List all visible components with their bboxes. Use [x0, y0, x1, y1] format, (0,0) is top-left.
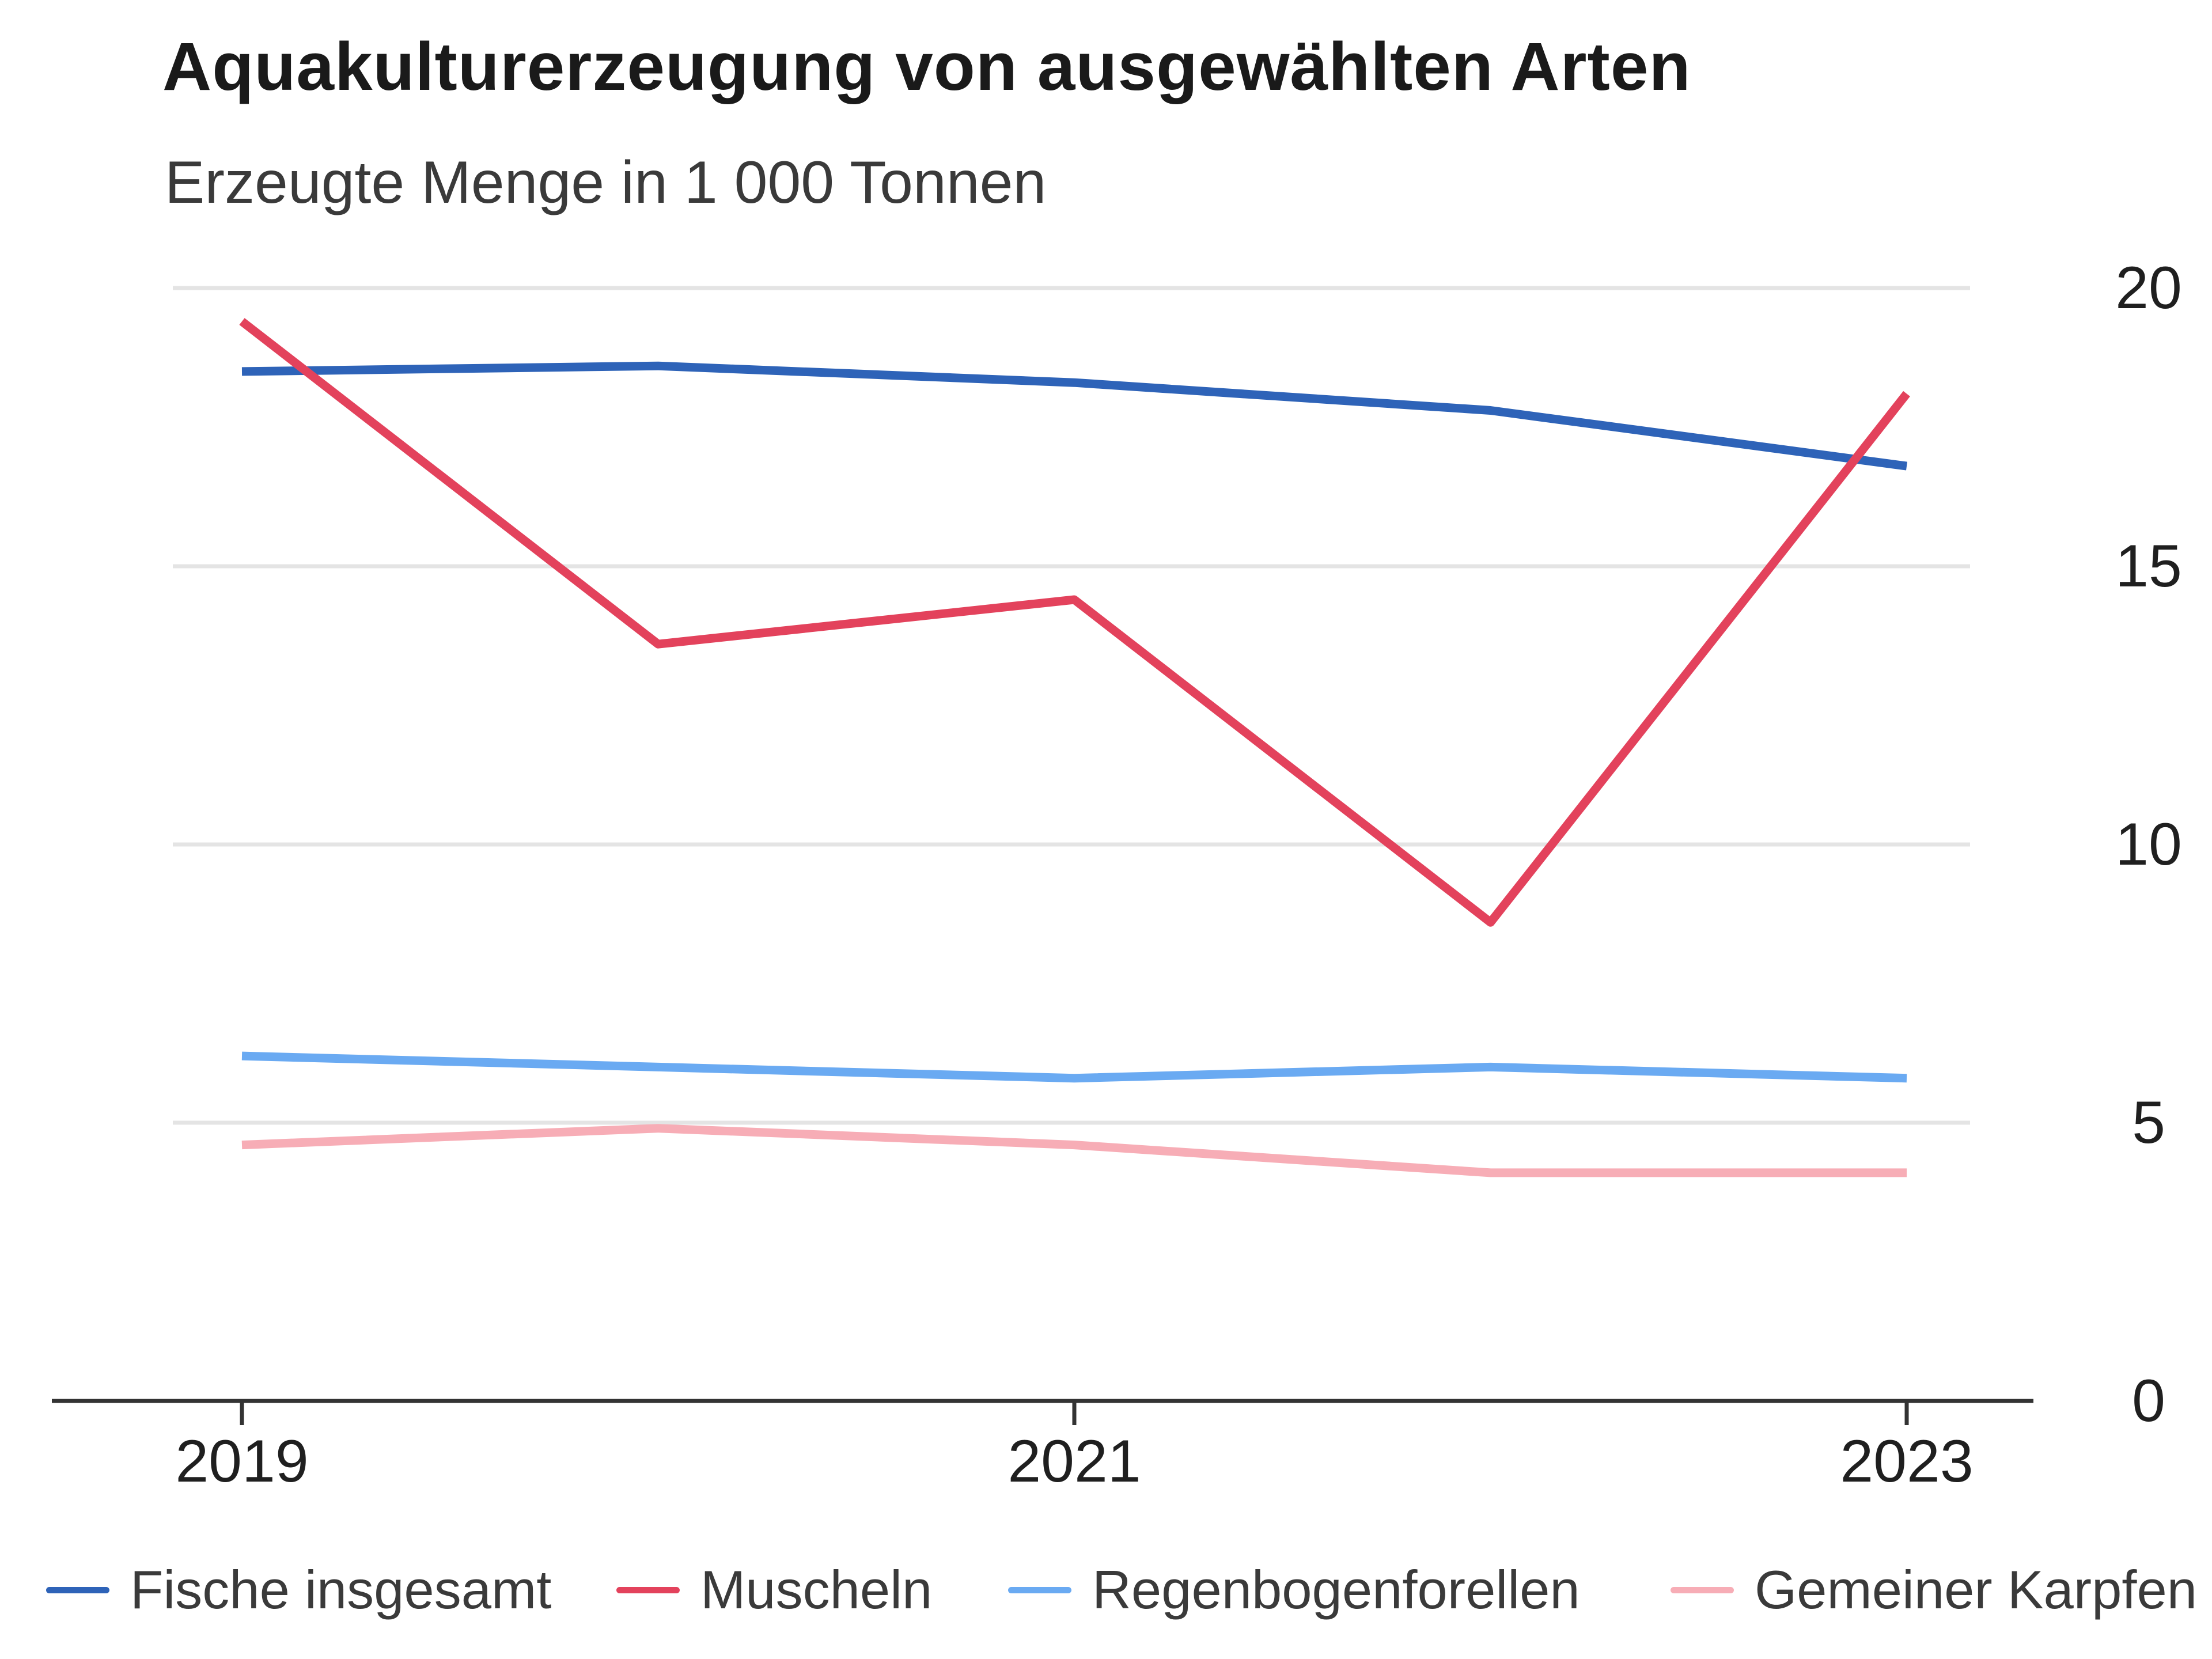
x-axis: 2019 2021 2023	[52, 1399, 2033, 1495]
series-lines	[239, 318, 1910, 1177]
legend-item-fische-insgesamt: Fische insgesamt	[46, 1555, 551, 1624]
legend-item-gemeiner-karpfen: Gemeiner Karpfen	[1671, 1555, 2197, 1624]
series-line-fische-insgesamt	[241, 361, 1907, 471]
series-line-regenbogenforellen	[241, 1051, 1907, 1083]
grid-lines	[173, 286, 1970, 1125]
y-tick-label-5: 5	[2132, 1089, 2165, 1156]
legend-label: Regenbogenforellen	[1092, 1559, 1580, 1620]
x-tick-label-2019: 2019	[175, 1428, 308, 1495]
legend-item-muscheln: Muscheln	[616, 1555, 932, 1624]
y-axis-labels: 0 5 10 15 20	[2115, 255, 2182, 1434]
legend-label: Gemeiner Karpfen	[1755, 1559, 2198, 1620]
legend: Fische insgesamt Muscheln Regenbogenforell…	[23, 1555, 2212, 1624]
x-tick-label-2021: 2021	[1007, 1428, 1141, 1495]
chart-title: Aquakulturerzeugung von ausgewählten Art…	[162, 29, 1691, 105]
series-line-muscheln	[239, 318, 1910, 927]
legend-swatch	[616, 1586, 680, 1593]
legend-swatch	[1008, 1586, 1071, 1593]
x-tick-label-2023: 2023	[1840, 1428, 1973, 1495]
series-line-gemeiner-karpfen	[241, 1124, 1907, 1177]
chart-subtitle: Erzeugte Menge in 1 000 Tonnen	[165, 149, 1047, 216]
y-tick-label-10: 10	[2115, 811, 2182, 878]
y-tick-label-15: 15	[2115, 533, 2182, 600]
legend-swatch	[46, 1586, 109, 1593]
legend-label: Muscheln	[700, 1559, 933, 1620]
legend-item-regenbogenforellen: Regenbogenforellen	[1008, 1555, 1580, 1624]
legend-swatch	[1671, 1586, 1734, 1593]
legend-label: Fische insgesamt	[130, 1559, 552, 1620]
y-tick-label-20: 20	[2115, 255, 2182, 321]
y-tick-label-0: 0	[2132, 1368, 2165, 1434]
